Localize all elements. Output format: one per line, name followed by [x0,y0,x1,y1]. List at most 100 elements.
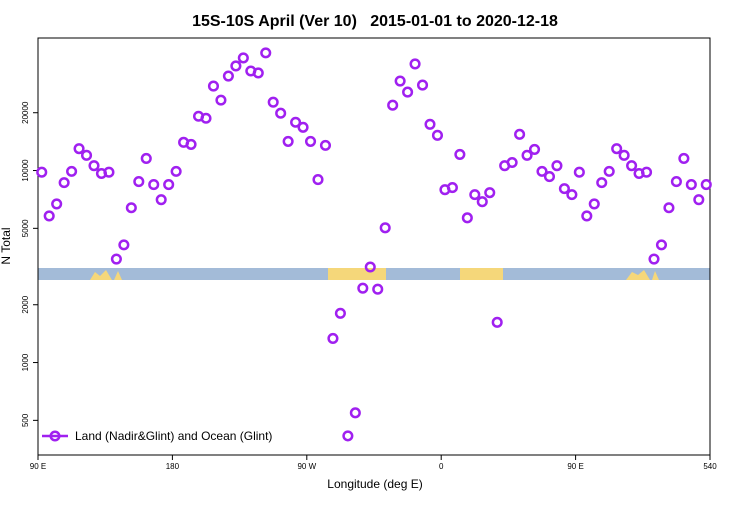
y-tick-label: 500 [21,413,30,427]
data-point [566,189,578,201]
data-point [222,70,234,82]
data-point [200,112,212,124]
legend-label: Land (Nadir&Glint) and Ocean (Glint) [75,429,272,443]
data-point [670,176,682,188]
data-point [424,118,436,130]
x-tick-label: 0 [439,462,444,471]
data-point [215,94,227,106]
data-point [349,407,361,419]
data-point [110,253,122,265]
data-point [521,149,533,161]
data-point [402,86,414,98]
data-point [394,75,406,87]
data-point [663,202,675,214]
data-point [655,239,668,251]
x-tick-label: 90 E [30,462,46,471]
data-point [36,166,48,178]
data-point [207,80,220,92]
data-point [185,138,197,150]
y-tick-label: 20000 [21,101,30,124]
data-point [43,210,55,222]
data-point [618,149,630,161]
data-point [290,116,302,128]
data-point [148,179,160,191]
data-point [409,58,421,70]
y-tick-label: 2000 [21,295,30,313]
data-point [454,148,466,160]
data-point [170,165,182,177]
data-point [133,176,145,188]
plot-frame [37,37,711,456]
data-point [342,430,354,442]
data-point [304,135,317,147]
data-point [491,316,503,328]
data-point [357,282,369,294]
data-point [685,179,697,191]
data-point [700,179,712,191]
data-point [581,210,593,222]
data-point [558,183,570,195]
x-axis-label: Longitude (deg E) [327,477,422,491]
chart-title: 15S-10S April (Ver 10) 2015-01-01 to 202… [192,13,558,30]
data-point [431,129,444,141]
x-tick-label: 180 [166,462,180,471]
data-point [596,177,608,189]
data-point [260,47,272,59]
data-point [416,79,429,91]
data-point [51,198,63,210]
data-point [528,143,541,155]
data-point [693,194,705,206]
data-point [297,121,309,133]
data-point [387,99,399,111]
data-point [140,152,152,164]
x-tick-label: 90 E [567,462,583,471]
data-point [446,182,458,194]
x-tick-label: 540 [703,462,717,471]
data-point [364,261,376,273]
data-point [536,165,548,177]
y-tick-label: 1000 [21,353,30,371]
y-axis-label: N Total [0,227,13,264]
data-point [312,174,324,186]
data-point [543,171,556,183]
data-point [334,307,346,319]
data-point [327,332,339,345]
data-point [155,194,167,206]
map-strip [38,268,710,280]
data-point [237,52,249,64]
x-tick-label: 90 W [297,462,316,471]
data-point [626,160,638,172]
data-point [469,189,481,201]
data-point [573,166,585,178]
data-point [103,166,115,178]
data-point [476,196,488,208]
data-point [73,143,85,155]
data-point [125,202,137,214]
data-point [514,128,526,140]
data-point [379,222,391,234]
y-tick-label: 5000 [21,219,30,237]
data-point [484,187,496,199]
data-point [551,160,563,172]
legend-marker [49,430,61,442]
data-point [506,156,518,169]
data-point [58,177,70,189]
data-point [319,139,332,151]
data-point [640,166,653,178]
data-point [588,198,600,210]
data-point [267,96,279,108]
data-point [88,160,100,172]
data-point [648,253,660,265]
data-point [461,212,473,224]
data-point [678,152,690,164]
data-point [275,107,287,119]
data-point [80,149,93,161]
data-point [603,165,615,177]
y-tick-label: 10000 [21,159,30,182]
data-point [66,165,78,177]
data-point [230,60,242,72]
data-point [252,67,264,79]
data-point [163,179,175,191]
data-point [282,135,294,147]
